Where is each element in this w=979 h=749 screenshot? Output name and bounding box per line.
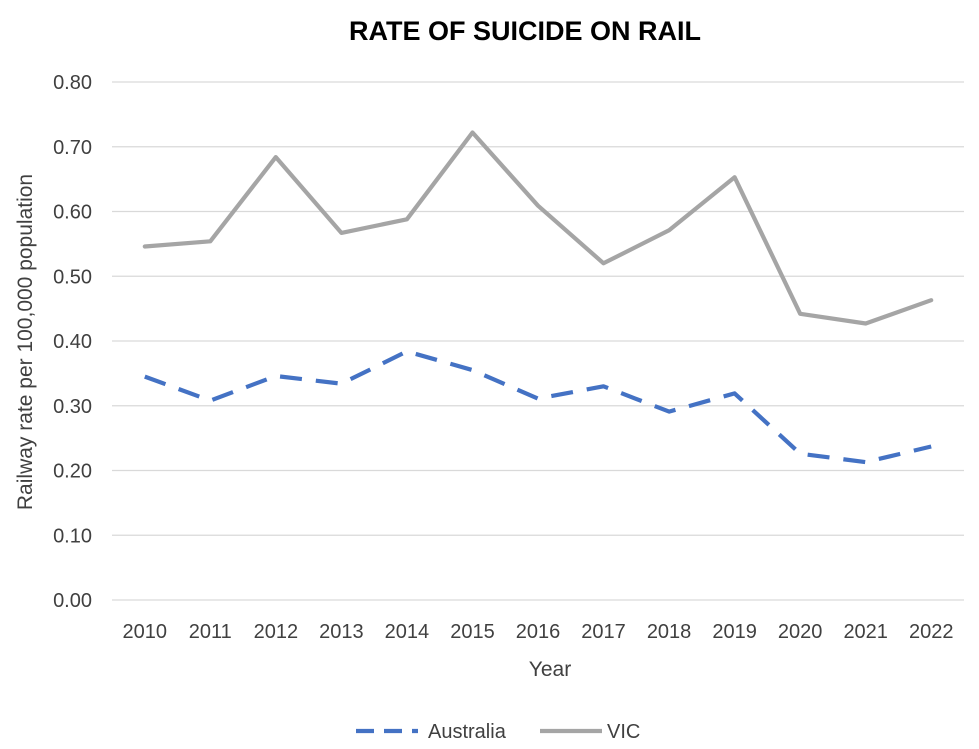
x-tick-label: 2019: [712, 621, 757, 643]
series-lines: [142, 130, 934, 465]
x-axis-title: Year: [529, 658, 571, 681]
y-tick-label: 0.30: [53, 396, 92, 418]
y-tick-label: 0.10: [53, 525, 92, 547]
y-tick-label: 0.60: [53, 202, 92, 224]
x-tick-label: 2010: [123, 621, 168, 643]
x-tick-label: 2014: [385, 621, 430, 643]
gridlines: [112, 81, 964, 601]
legend-label-australia: Australia: [428, 721, 507, 743]
x-tick-label: 2022: [909, 621, 954, 643]
x-tick-label: 2018: [647, 621, 692, 643]
x-tick-label: 2015: [450, 621, 495, 643]
y-axis-title: Railway rate per 100,000 population: [14, 174, 37, 510]
y-axis-tick-labels: 0.00 0.10 0.20 0.30 0.40 0.50 0.60 0.70 0.80: [53, 72, 92, 612]
x-tick-label: 2011: [189, 621, 232, 643]
x-tick-label: 2017: [581, 621, 626, 643]
y-tick-label: 0.00: [53, 590, 92, 612]
x-tick-label: 2016: [516, 621, 561, 643]
chart-title: RATE OF SUICIDE ON RAIL: [349, 16, 701, 46]
legend-label-vic: VIC: [607, 721, 640, 743]
x-tick-label: 2021: [843, 621, 888, 643]
series-line-australia: [144, 349, 932, 465]
y-tick-label: 0.40: [53, 331, 92, 353]
series-line-vic: [142, 130, 934, 326]
x-axis-tick-labels: 2010 2011 2012 2013 2014 2015 2016 2017 2018 2019…: [123, 621, 954, 643]
y-tick-label: 0.80: [53, 72, 92, 94]
y-tick-label: 0.50: [53, 266, 92, 288]
x-tick-label: 2020: [778, 621, 823, 643]
y-tick-label: 0.70: [53, 137, 92, 159]
x-tick-label: 2012: [254, 621, 299, 643]
x-tick-label: 2013: [319, 621, 364, 643]
legend: Australia VIC: [356, 721, 640, 743]
y-tick-label: 0.20: [53, 461, 92, 483]
